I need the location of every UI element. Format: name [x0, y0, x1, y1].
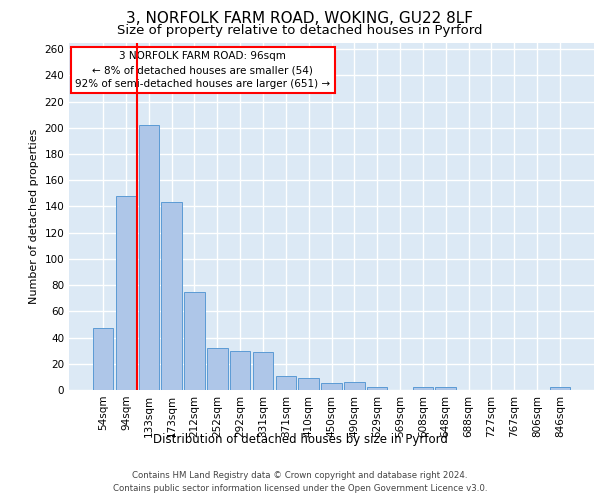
Bar: [413, 388, 433, 390]
Bar: [139, 125, 159, 390]
Bar: [275, 376, 296, 390]
Bar: [367, 388, 388, 390]
Bar: [253, 352, 273, 390]
Text: 3 NORFOLK FARM ROAD: 96sqm
← 8% of detached houses are smaller (54)
92% of semi-: 3 NORFOLK FARM ROAD: 96sqm ← 8% of detac…: [76, 51, 331, 89]
Bar: [207, 348, 227, 390]
Bar: [436, 388, 456, 390]
Bar: [116, 196, 136, 390]
Text: Size of property relative to detached houses in Pyrford: Size of property relative to detached ho…: [117, 24, 483, 37]
Text: Contains public sector information licensed under the Open Government Licence v3: Contains public sector information licen…: [113, 484, 487, 493]
Bar: [298, 378, 319, 390]
Y-axis label: Number of detached properties: Number of detached properties: [29, 128, 39, 304]
Bar: [184, 292, 205, 390]
Bar: [344, 382, 365, 390]
Text: Contains HM Land Registry data © Crown copyright and database right 2024.: Contains HM Land Registry data © Crown c…: [132, 471, 468, 480]
Bar: [550, 388, 570, 390]
Bar: [161, 202, 182, 390]
Bar: [230, 350, 250, 390]
Bar: [93, 328, 113, 390]
Bar: [321, 384, 342, 390]
Text: Distribution of detached houses by size in Pyrford: Distribution of detached houses by size …: [152, 432, 448, 446]
Text: 3, NORFOLK FARM ROAD, WOKING, GU22 8LF: 3, NORFOLK FARM ROAD, WOKING, GU22 8LF: [127, 11, 473, 26]
